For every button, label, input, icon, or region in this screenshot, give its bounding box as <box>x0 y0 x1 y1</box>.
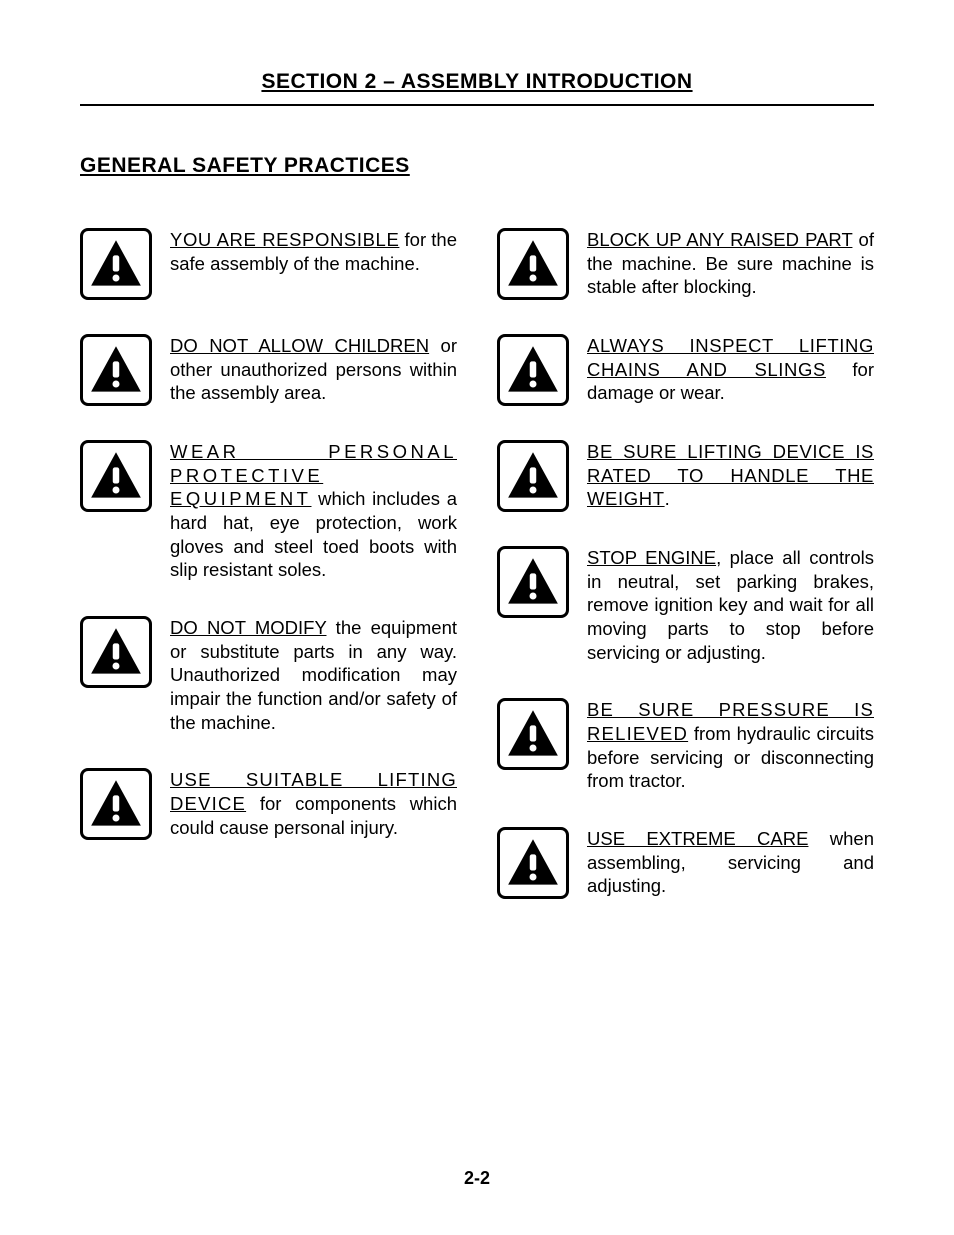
safety-item: DO NOT ALLOW CHILDREN or other unauthori… <box>80 334 457 406</box>
safety-item: BE SURE PRESSURE IS RELIEVED from hydrau… <box>497 698 874 793</box>
warning-icon-box <box>80 334 152 406</box>
safety-item: USE EXTREME CARE when assembling, servic… <box>497 827 874 899</box>
safety-item-lead: STOP ENGINE <box>587 547 716 568</box>
safety-item: YOU ARE RESPONSIBLE for the safe assembl… <box>80 228 457 300</box>
warning-icon-box <box>80 228 152 300</box>
page: SECTION 2 – ASSEMBLY INTRODUCTION GENERA… <box>0 0 954 1235</box>
safety-item-text: BLOCK UP ANY RAISED PART of the machine.… <box>587 228 874 299</box>
warning-icon <box>89 343 143 397</box>
warning-icon-box <box>497 334 569 406</box>
safety-item: DO NOT MODIFY the equipment or substitut… <box>80 616 457 734</box>
section-title: SECTION 2 – ASSEMBLY INTRODUCTION <box>80 70 874 106</box>
content-columns: YOU ARE RESPONSIBLE for the safe assembl… <box>80 228 874 933</box>
safety-item-text: WEAR PERSONAL PROTECTIVE EQUIPMENT which… <box>170 440 457 582</box>
safety-item-text: DO NOT MODIFY the equipment or substitut… <box>170 616 457 734</box>
warning-icon-box <box>497 546 569 618</box>
warning-icon <box>89 625 143 679</box>
safety-item: WEAR PERSONAL PROTECTIVE EQUIPMENT which… <box>80 440 457 582</box>
safety-item-lead: BE SURE LIFTING DEVICE IS RATED TO HANDL… <box>587 441 874 509</box>
safety-item-text: DO NOT ALLOW CHILDREN or other unauthori… <box>170 334 457 405</box>
safety-item-text: YOU ARE RESPONSIBLE for the safe assembl… <box>170 228 457 275</box>
safety-item-rest: . <box>665 488 670 509</box>
safety-item-lead: BLOCK UP ANY RAISED PART <box>587 229 852 250</box>
warning-icon-box <box>497 228 569 300</box>
page-number: 2-2 <box>0 1168 954 1189</box>
warning-icon <box>506 237 560 291</box>
warning-icon <box>506 449 560 503</box>
warning-icon-box <box>80 440 152 512</box>
safety-item-lead: DO NOT MODIFY <box>170 617 326 638</box>
warning-icon <box>506 836 560 890</box>
safety-item: BLOCK UP ANY RAISED PART of the machine.… <box>497 228 874 300</box>
warning-icon-box <box>497 827 569 899</box>
warning-icon <box>89 237 143 291</box>
warning-icon <box>506 707 560 761</box>
warning-icon <box>506 343 560 397</box>
warning-icon-box <box>80 616 152 688</box>
subheading: GENERAL SAFETY PRACTICES <box>80 154 874 178</box>
safety-item-lead: YOU ARE RESPONSIBLE <box>170 229 399 250</box>
right-column: BLOCK UP ANY RAISED PART of the machine.… <box>497 228 874 933</box>
safety-item-text: ALWAYS INSPECT LIFTING CHAINS AND SLINGS… <box>587 334 874 405</box>
safety-item-text: USE EXTREME CARE when assembling, servic… <box>587 827 874 898</box>
safety-item-text: USE SUITABLE LIFTING DEVICE for componen… <box>170 768 457 839</box>
safety-item-text: STOP ENGINE, place all controls in neutr… <box>587 546 874 664</box>
safety-item: STOP ENGINE, place all controls in neutr… <box>497 546 874 664</box>
safety-item: USE SUITABLE LIFTING DEVICE for componen… <box>80 768 457 840</box>
safety-item-lead: DO NOT ALLOW CHILDREN <box>170 335 429 356</box>
warning-icon <box>506 555 560 609</box>
warning-icon-box <box>497 698 569 770</box>
warning-icon-box <box>497 440 569 512</box>
safety-item-text: BE SURE LIFTING DEVICE IS RATED TO HANDL… <box>587 440 874 511</box>
left-column: YOU ARE RESPONSIBLE for the safe assembl… <box>80 228 457 933</box>
warning-icon <box>89 777 143 831</box>
warning-icon-box <box>80 768 152 840</box>
safety-item-text: BE SURE PRESSURE IS RELIEVED from hydrau… <box>587 698 874 793</box>
safety-item: BE SURE LIFTING DEVICE IS RATED TO HANDL… <box>497 440 874 512</box>
safety-item: ALWAYS INSPECT LIFTING CHAINS AND SLINGS… <box>497 334 874 406</box>
warning-icon <box>89 449 143 503</box>
safety-item-lead: USE EXTREME CARE <box>587 828 808 849</box>
